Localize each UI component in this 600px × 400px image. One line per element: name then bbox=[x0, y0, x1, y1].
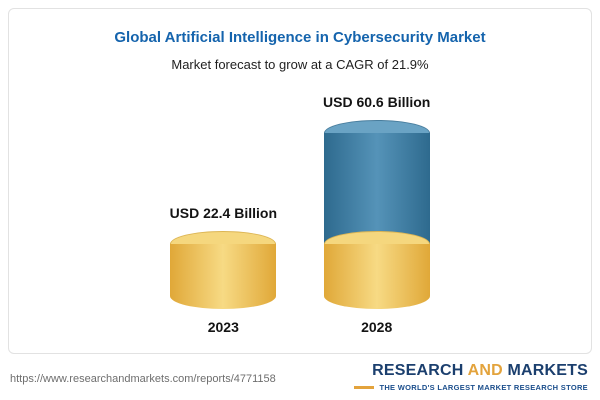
value-label-2023: USD 22.4 Billion bbox=[169, 205, 277, 222]
cylinder-2023-body bbox=[170, 244, 277, 309]
value-label-2028: USD 60.6 Billion bbox=[323, 94, 431, 111]
bar-2023: USD 22.4 Billion 2023 bbox=[170, 205, 277, 335]
chart-subtitle: Market forecast to grow at a CAGR of 21.… bbox=[171, 57, 429, 72]
logo-tagline-row: THE WORLD'S LARGEST MARKET RESEARCH STOR… bbox=[354, 383, 588, 392]
year-label-2028: 2028 bbox=[361, 319, 393, 335]
chart-title: Global Artificial Intelligence in Cybers… bbox=[114, 29, 486, 46]
chart-plot-area: USD 22.4 Billion 2023 USD 60.6 Billion 2… bbox=[9, 94, 591, 335]
year-label-2023: 2023 bbox=[207, 319, 239, 335]
source-url: https://www.researchandmarkets.com/repor… bbox=[10, 373, 276, 385]
footer: https://www.researchandmarkets.com/repor… bbox=[0, 356, 600, 400]
chart-card: Global Artificial Intelligence in Cybers… bbox=[8, 8, 592, 354]
cylinder-2028 bbox=[323, 120, 430, 309]
logo-word-markets: MARKETS bbox=[507, 362, 588, 379]
logo-word-research: RESEARCH bbox=[372, 362, 464, 379]
research-and-markets-logo: RESEARCH AND MARKETS THE WORLD'S LARGEST… bbox=[354, 362, 588, 392]
cylinder-2028-blue-segment bbox=[323, 133, 430, 245]
cylinder-2028-base-segment bbox=[323, 244, 430, 309]
logo-word-and: AND bbox=[467, 362, 503, 379]
logo-tagline: THE WORLD'S LARGEST MARKET RESEARCH STOR… bbox=[379, 383, 588, 392]
cylinder-2023 bbox=[170, 231, 277, 309]
logo-wordmark: RESEARCH AND MARKETS bbox=[354, 362, 588, 380]
logo-accent-bar-icon bbox=[354, 386, 375, 389]
bar-2028: USD 60.6 Billion 2028 bbox=[323, 94, 430, 335]
